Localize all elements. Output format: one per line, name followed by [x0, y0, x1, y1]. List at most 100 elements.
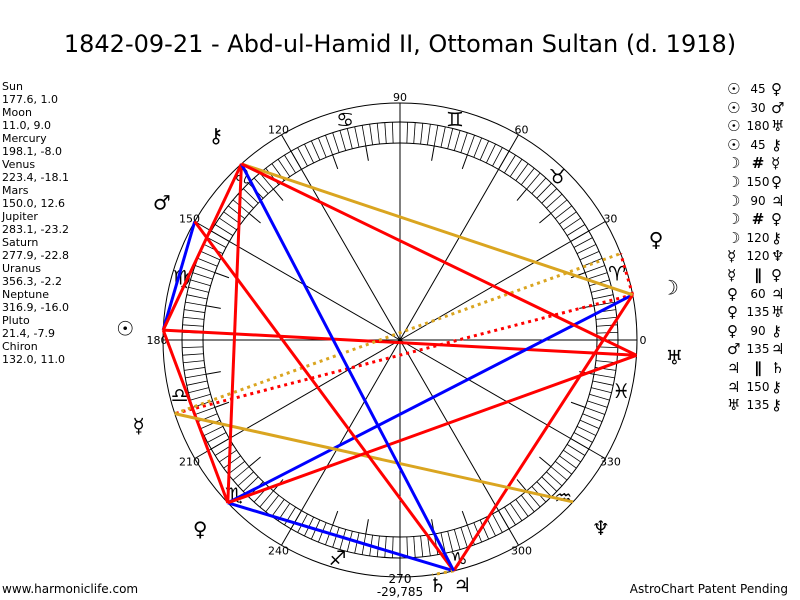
zodiac-sign-icon: ♒ [554, 486, 572, 510]
planet-glyph-icon: ♀ [771, 172, 782, 191]
spoke-line [399, 339, 519, 546]
planet-position: 132.0, 11.0 [2, 353, 65, 366]
planet-glyph-icon: ♂ [771, 98, 785, 117]
aspect-row: ☉ 45 ♀ [727, 80, 789, 99]
ring-tick [492, 513, 503, 533]
aspect-type: 135 [746, 305, 770, 320]
aspect-line [163, 328, 637, 357]
aspect-line [161, 163, 243, 331]
ring-tick [550, 199, 568, 214]
ring-tick [467, 135, 475, 156]
aspect-type: 45 [750, 82, 766, 96]
ring-tick [579, 419, 600, 430]
planet-glyph-icon: ☽ [661, 276, 679, 300]
degree-tick [516, 188, 528, 201]
ring-tick [485, 143, 496, 164]
degree-label: 330 [600, 456, 621, 469]
ring-tick [317, 137, 327, 158]
ring-tick [271, 499, 285, 517]
degree-label: 300 [511, 544, 532, 557]
planet-name: Sun [2, 80, 23, 93]
ring-tick [509, 503, 523, 521]
aspect-line [174, 412, 574, 504]
ring-tick [413, 122, 416, 144]
ring-tick [447, 128, 454, 149]
aspect-line [227, 293, 634, 505]
zodiac-sign-icon: ♈ [608, 262, 626, 286]
aspect-line [174, 252, 622, 416]
coordinate-readout: -29,785 [376, 585, 424, 599]
planet-name: Venus [2, 158, 36, 171]
planet-glyph-icon: ⚷ [771, 377, 782, 396]
degree-tick [365, 519, 369, 535]
ring-tick [227, 205, 246, 220]
ring-tick [182, 324, 204, 327]
ring-tick [346, 128, 353, 149]
planet-position: 177.6, 1.0 [2, 93, 58, 106]
aspect-type: 150 [746, 379, 770, 394]
planet-glyph-icon: ♃ [727, 358, 741, 377]
ring-tick [587, 400, 608, 408]
planet-position: 356.3, -2.2 [2, 275, 62, 288]
degree-label: 30 [603, 213, 617, 226]
aspect-row: ☉ 30 ♂ [727, 99, 789, 118]
ring-tick [376, 535, 380, 557]
zodiac-sign-icon: ♊ [446, 108, 464, 132]
planet-glyph-icon: ⚷ [771, 135, 782, 154]
planet-name: Pluto [2, 314, 30, 327]
ring-tick [195, 265, 216, 273]
aspect-row: ♀ 90 ⚷ [727, 322, 789, 341]
degree-tick [332, 154, 339, 170]
spoke-line [399, 339, 606, 459]
ring-tick [440, 126, 446, 148]
ring-tick [391, 536, 394, 558]
ring-tick [541, 476, 558, 492]
site-link[interactable]: www.harmoniclife.com [2, 582, 139, 596]
ring-tick [576, 425, 597, 436]
ring-tick [554, 205, 573, 220]
ring-tick [207, 432, 227, 443]
ring-tick [203, 425, 224, 436]
ring-tick [573, 432, 593, 443]
planet-position: 277.9, -22.8 [2, 249, 69, 262]
ring-tick [188, 387, 209, 394]
planet-glyph-icon: ☉ [727, 135, 741, 154]
planet-glyph-icon: ♀ [771, 265, 782, 284]
ring-tick [587, 272, 608, 280]
aspect-line [227, 353, 638, 505]
ring-tick [232, 466, 250, 481]
aspect-line [161, 221, 197, 331]
aspect-type: 135 [746, 342, 770, 357]
degree-tick [248, 212, 261, 224]
ring-tick [591, 387, 612, 394]
degree-label: 90 [393, 91, 407, 104]
degree-label: 120 [268, 124, 289, 137]
planet-glyph-icon: ♀ [649, 228, 664, 252]
spoke-line [399, 221, 606, 341]
ring-tick [242, 188, 259, 204]
ring-tick [384, 536, 387, 558]
degree-label: 210 [179, 456, 200, 469]
ring-tick [433, 125, 439, 147]
aspect-row: ♃ ∥ ♄ [727, 359, 789, 378]
degree-label: 180 [147, 334, 168, 347]
ring-tick [427, 535, 431, 556]
planet-glyph-icon: ⚷ [771, 321, 782, 340]
aspect-line [174, 293, 634, 416]
ring-tick [479, 140, 490, 161]
planet-glyph-icon: ☿ [727, 265, 737, 284]
ring-tick [592, 294, 614, 300]
aspect-row: ☽ 90 ♃ [727, 192, 789, 211]
ring-tick [197, 257, 218, 267]
planet-glyph-icon: ⚷ [771, 228, 782, 247]
ring-tick [509, 159, 523, 177]
planet-position: 150.0, 12.6 [2, 197, 65, 210]
ring-tick [582, 257, 603, 267]
planet-glyph-icon: ☿ [771, 154, 781, 173]
ring-tick [520, 494, 535, 513]
zodiac-sign-icon: ♐ [328, 546, 346, 570]
ring-tick [406, 536, 409, 558]
spoke-line [281, 134, 401, 341]
ring-tick [200, 250, 221, 261]
